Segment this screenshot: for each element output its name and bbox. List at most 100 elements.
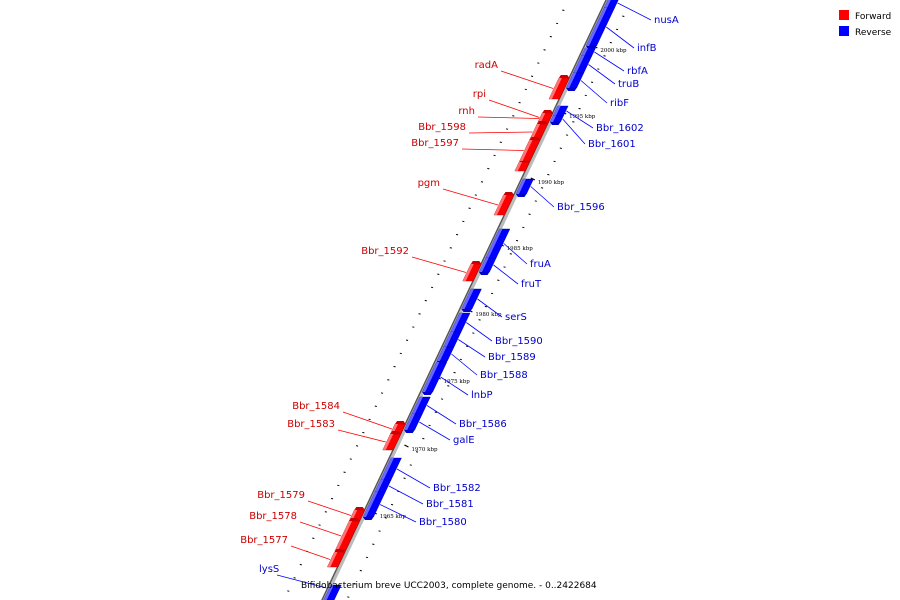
leader-line bbox=[419, 421, 451, 441]
scale-label: 1975 kbp bbox=[444, 379, 471, 385]
tick-mark bbox=[578, 107, 581, 110]
tick-mark bbox=[399, 352, 402, 355]
tick-mark bbox=[430, 286, 434, 289]
legend: Forward Reverse bbox=[839, 10, 892, 38]
gene-label-rada: radA bbox=[475, 60, 499, 71]
gene-label-bbr-1580: Bbr_1580 bbox=[419, 517, 467, 528]
tick-mark bbox=[584, 94, 587, 97]
gene-gale bbox=[403, 413, 423, 433]
gene-label-bbr-1596: Bbr_1596 bbox=[557, 202, 605, 213]
gene-bbr-1578 bbox=[334, 518, 360, 552]
gene-label-bbr-1592: Bbr_1592 bbox=[361, 246, 409, 257]
tick-mark bbox=[503, 266, 506, 268]
gene-label-sers: serS bbox=[505, 312, 527, 323]
gene-label-bbr-1589: Bbr_1589 bbox=[488, 352, 536, 363]
tick-mark bbox=[409, 464, 412, 466]
leader-line bbox=[468, 131, 533, 134]
gene-label-lyss: lysS bbox=[259, 564, 279, 575]
gene-label-infb: infB bbox=[637, 43, 657, 54]
tick-mark bbox=[565, 134, 569, 136]
gene-label-bbr-1586: Bbr_1586 bbox=[459, 419, 507, 430]
tick-mark bbox=[337, 484, 340, 487]
tick-mark bbox=[462, 220, 465, 223]
tick-mark bbox=[524, 88, 527, 91]
leader-line bbox=[379, 504, 417, 523]
leader-line bbox=[276, 574, 327, 589]
tick-mark bbox=[390, 503, 394, 506]
gene-label-bbr-1579: Bbr_1579 bbox=[257, 490, 305, 501]
tick-mark bbox=[559, 147, 562, 149]
scale-labels: 2000 kbp 1995 kbp 1990 kbp 1985 kbp 1980 kbp… bbox=[372, 45, 627, 520]
gene-pgm bbox=[493, 192, 515, 216]
scale-tick bbox=[404, 444, 409, 448]
gene-label-nusa: nusA bbox=[654, 15, 679, 26]
gene-label-lnbp: lnbP bbox=[471, 390, 493, 401]
gene-lyss bbox=[323, 584, 342, 600]
tick-mark bbox=[528, 213, 531, 215]
tick-mark bbox=[362, 431, 365, 434]
tick-mark bbox=[412, 326, 415, 328]
tick-mark bbox=[509, 253, 512, 255]
leader-line bbox=[458, 339, 486, 358]
tick-mark bbox=[378, 530, 381, 532]
tick-mark bbox=[505, 128, 509, 130]
gene-label-trub: truB bbox=[618, 79, 639, 90]
tick-mark bbox=[434, 411, 437, 413]
tick-mark bbox=[512, 115, 515, 117]
leader-line bbox=[388, 485, 424, 505]
gene-label-bbr-1583: Bbr_1583 bbox=[287, 419, 335, 430]
tick-mark bbox=[455, 233, 459, 236]
tick-mark bbox=[497, 279, 500, 281]
gene-label-ribf: ribF bbox=[610, 98, 629, 109]
leader-line bbox=[451, 353, 478, 376]
tick-mark bbox=[347, 596, 350, 598]
gene-label-bbr-1588: Bbr_1588 bbox=[480, 370, 528, 381]
tick-mark bbox=[543, 49, 546, 51]
tick-mark bbox=[478, 319, 481, 321]
leader-line bbox=[562, 118, 586, 145]
gene-label-gale: galE bbox=[453, 435, 475, 446]
gene-label-rpi: rpi bbox=[473, 89, 486, 100]
gene-label-bbr-1601: Bbr_1601 bbox=[588, 139, 636, 150]
tick-mark bbox=[534, 200, 537, 202]
leader-line bbox=[500, 70, 554, 89]
tick-mark bbox=[387, 379, 390, 381]
tick-mark bbox=[493, 154, 496, 157]
tick-mark bbox=[468, 207, 471, 209]
legend-forward-label: Forward bbox=[855, 12, 891, 22]
gene-bbr-1580 bbox=[362, 491, 386, 520]
legend-reverse-swatch bbox=[839, 26, 849, 36]
tick-mark bbox=[572, 121, 575, 123]
leader-line bbox=[477, 298, 503, 318]
tick-mark bbox=[465, 345, 469, 347]
tick-mark bbox=[440, 398, 444, 400]
scale-label: 1995 kbp bbox=[569, 114, 596, 120]
gene-features bbox=[323, 0, 619, 600]
leader-line bbox=[606, 26, 635, 49]
gene-bbr-1596 bbox=[515, 178, 534, 197]
tick-mark bbox=[459, 358, 462, 361]
leader-line bbox=[580, 80, 608, 104]
gene-label-bbr-1598: Bbr_1598 bbox=[418, 122, 466, 133]
tick-mark bbox=[403, 477, 406, 479]
tick-mark bbox=[368, 418, 371, 421]
gene-bbr-1588 bbox=[436, 346, 455, 364]
leader-line bbox=[342, 411, 393, 430]
tick-mark bbox=[603, 55, 606, 57]
tick-mark bbox=[474, 194, 477, 196]
leader-line bbox=[442, 188, 499, 206]
tick-mark bbox=[422, 437, 425, 440]
leader-line bbox=[396, 468, 431, 489]
tick-marks bbox=[287, 9, 625, 598]
gene-bbr-1601 bbox=[549, 115, 564, 125]
tick-mark bbox=[293, 577, 296, 579]
tick-mark bbox=[453, 371, 456, 374]
tick-mark bbox=[518, 101, 521, 104]
tick-mark bbox=[499, 141, 502, 143]
tick-mark bbox=[530, 75, 534, 77]
leader-line bbox=[488, 99, 540, 118]
tick-mark bbox=[343, 471, 346, 473]
leader-line bbox=[566, 110, 594, 129]
leader-line bbox=[503, 243, 528, 265]
